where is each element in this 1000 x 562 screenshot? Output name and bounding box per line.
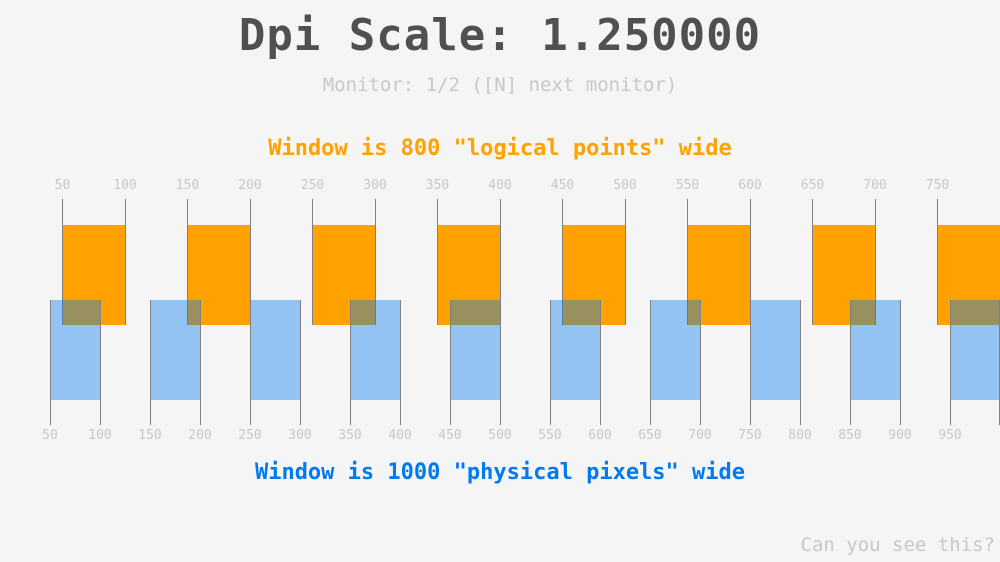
physical-rect	[650, 300, 700, 400]
physical-tick-label: 900	[888, 428, 912, 443]
physical-tick-line	[350, 300, 351, 425]
logical-rect	[187, 225, 250, 325]
physical-tick-label: 50	[42, 428, 58, 443]
logical-rect	[937, 225, 1000, 325]
physical-tick-line	[550, 300, 551, 425]
logical-tick-label: 250	[300, 178, 325, 193]
logical-tick-line	[187, 199, 188, 325]
logical-rect	[812, 225, 875, 325]
logical-tick-label: 200	[238, 178, 262, 193]
physical-rect	[250, 300, 300, 400]
physical-tick-label: 750	[738, 428, 762, 443]
dpi-scale-title: Dpi Scale: 1.250000	[238, 10, 762, 61]
logical-tick-label: 450	[550, 178, 575, 193]
physical-tick-label: 950	[938, 428, 962, 443]
physical-tick-line	[650, 300, 651, 425]
logical-tick-line	[937, 199, 938, 325]
physical-tick-line	[200, 300, 201, 425]
logical-tick-line	[812, 199, 813, 325]
physical-tick-label: 350	[338, 428, 362, 443]
logical-rect	[687, 225, 750, 325]
logical-tick-line	[687, 199, 688, 325]
physical-rect	[350, 300, 400, 400]
physical-tick-line	[800, 300, 801, 425]
physical-tick-line	[850, 300, 851, 425]
physical-tick-label: 650	[638, 428, 662, 443]
physical-tick-label: 550	[538, 428, 562, 443]
physical-tick-label: 450	[438, 428, 462, 443]
footer-text: Can you see this?	[800, 534, 995, 556]
physical-tick-label: 300	[288, 428, 312, 443]
logical-tick-label: 400	[488, 178, 512, 193]
logical-tick-label: 650	[800, 178, 825, 193]
physical-tick-label: 500	[488, 428, 512, 443]
monitor-info: Monitor: 1/2 ([N] next monitor)	[322, 74, 678, 96]
logical-tick-label: 500	[613, 178, 637, 193]
logical-tick-line	[750, 199, 751, 325]
physical-rect	[750, 300, 800, 400]
logical-tick-line	[375, 199, 376, 325]
physical-rect	[50, 300, 100, 400]
logical-rect	[312, 225, 375, 325]
physical-tick-label: 400	[388, 428, 412, 443]
physical-rect	[550, 300, 600, 400]
physical-tick-label: 800	[788, 428, 812, 443]
logical-tick-line	[312, 199, 313, 325]
physical-tick-line	[150, 300, 151, 425]
physical-tick-line	[250, 300, 251, 425]
physical-rect	[450, 300, 500, 400]
physical-tick-label: 700	[688, 428, 712, 443]
physical-tick-label: 600	[588, 428, 612, 443]
physical-tick-label: 850	[838, 428, 862, 443]
physical-tick-label: 150	[138, 428, 162, 443]
logical-tick-line	[500, 199, 501, 325]
logical-rect	[562, 225, 625, 325]
physical-tick-line	[950, 300, 951, 425]
logical-rect	[62, 225, 125, 325]
physical-tick-line	[50, 300, 51, 425]
logical-tick-line	[437, 199, 438, 325]
logical-tick-line	[62, 199, 63, 325]
physical-caption: Window is 1000 "physical pixels" wide	[254, 460, 746, 485]
physical-tick-line	[500, 300, 501, 425]
physical-tick-line	[750, 300, 751, 425]
logical-caption: Window is 800 "logical points" wide	[268, 136, 732, 161]
physical-rect	[850, 300, 900, 400]
physical-tick-label: 200	[188, 428, 212, 443]
physical-rect	[150, 300, 200, 400]
logical-tick-line	[562, 199, 563, 325]
logical-tick-line	[125, 199, 126, 325]
physical-tick-line	[450, 300, 451, 425]
physical-tick-line	[900, 300, 901, 425]
physical-tick-line	[700, 300, 701, 425]
logical-tick-label: 100	[113, 178, 137, 193]
logical-tick-label: 300	[363, 178, 387, 193]
physical-tick-label: 250	[238, 428, 262, 443]
logical-tick-label: 600	[738, 178, 762, 193]
physical-tick-line	[400, 300, 401, 425]
logical-tick-label: 550	[675, 178, 700, 193]
physical-tick-line	[600, 300, 601, 425]
physical-rect	[950, 300, 1000, 400]
physical-tick-label: 100	[88, 428, 112, 443]
physical-tick-line	[300, 300, 301, 425]
logical-rect	[437, 225, 500, 325]
logical-tick-label: 150	[175, 178, 200, 193]
logical-tick-line	[625, 199, 626, 325]
logical-tick-label: 350	[425, 178, 450, 193]
logical-tick-label: 700	[863, 178, 887, 193]
logical-tick-line	[250, 199, 251, 325]
logical-tick-line	[875, 199, 876, 325]
logical-tick-label: 750	[925, 178, 950, 193]
logical-tick-label: 50	[54, 178, 71, 193]
physical-tick-line	[100, 300, 101, 425]
